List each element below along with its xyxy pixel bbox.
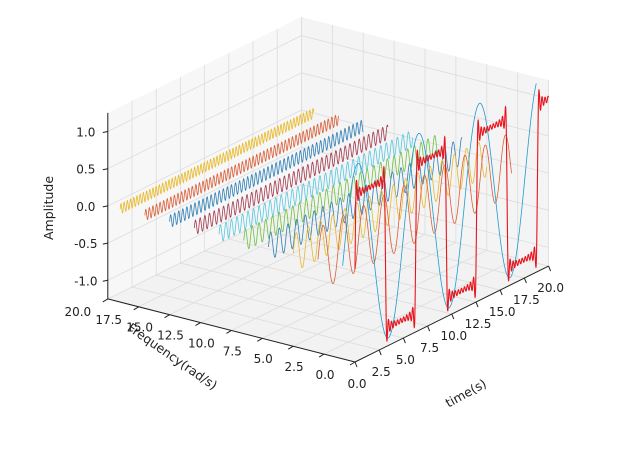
amplitude-tick-mark [102, 168, 108, 171]
harmonic-line-17 [144, 114, 339, 221]
harmonic-line-9 [243, 135, 438, 250]
harmonic-line-3 [317, 134, 512, 285]
frequency-tick-mark [102, 298, 109, 303]
time-tick-label: 5.0 [396, 353, 415, 367]
z-axis-title: Amplitude [41, 176, 56, 240]
amplitude-tick-mark [102, 279, 108, 282]
harmonic-line-11 [218, 131, 414, 242]
tick-labels: 0.02.55.07.510.012.515.017.520.00.02.55.… [64, 126, 564, 392]
time-tick-mark [354, 361, 358, 368]
time-tick-label: 12.5 [465, 317, 492, 331]
back-gridline-amplitude [107, 184, 302, 281]
frequency-tick-mark [133, 306, 139, 311]
frequency-tick-label: 15.0 [126, 321, 153, 335]
floor-gridline-frequency [169, 218, 364, 316]
back-gridline-amplitude [107, 72, 302, 170]
amplitude-tick-label: -1.0 [74, 274, 97, 288]
frequency-tick-label: 20.0 [64, 305, 91, 319]
time-tick-mark [548, 265, 552, 272]
frequency-tick-label: 10.0 [188, 336, 215, 350]
back-gridline-amplitude [107, 109, 302, 207]
frequency-tick-label: 17.5 [95, 313, 122, 327]
frequency-tick-mark [226, 330, 232, 334]
time-tick-label: 2.5 [372, 365, 391, 379]
amplitude-tick-mark [102, 205, 108, 208]
harmonic-line-13 [193, 124, 389, 235]
frequency-tick-label: 2.5 [285, 360, 304, 374]
frequency-tick-mark [349, 361, 356, 366]
frequency-tick-label: 12.5 [157, 329, 184, 343]
amplitude-tick-label: 0.5 [76, 163, 95, 177]
frequency-tick-mark [287, 345, 294, 350]
amplitude-tick-label: 0.0 [76, 200, 95, 214]
time-tick-label: 17.5 [513, 293, 540, 307]
axis-panes [107, 17, 549, 362]
harmonic-line-5 [292, 141, 488, 269]
back-gridline-amplitude [107, 146, 302, 244]
frequency-tick-mark [195, 322, 201, 326]
time-tick-mark [427, 325, 431, 332]
harmonic-line-15 [169, 119, 364, 228]
time-tick-label: 7.5 [420, 341, 439, 355]
floor-gridline-time [277, 214, 525, 279]
square-wave-line [354, 88, 550, 343]
harmonic-line-19 [119, 107, 315, 214]
time-tick-mark [475, 301, 479, 308]
amplitude-tick-label: -0.5 [74, 237, 97, 251]
watermark-text: 百家号 · 同元软控 [546, 455, 634, 469]
x-axis-title: time(s) [443, 376, 489, 411]
floor-gridline-frequency [200, 226, 395, 323]
floor-gridline-frequency [107, 202, 302, 300]
time-tick-label: 15.0 [489, 305, 516, 319]
side-gridline-amplitude [301, 72, 549, 137]
back-gridline-amplitude [107, 35, 302, 132]
time-tick-mark [523, 277, 527, 284]
frequency-tick-mark [164, 314, 170, 319]
floor-gridline-frequency [138, 210, 333, 308]
floor-gridline-time [228, 238, 477, 303]
frequency-tick-label: 0.0 [315, 368, 334, 382]
time-tick-mark [451, 313, 455, 320]
series-group [119, 83, 550, 343]
time-tick-label: 10.0 [440, 329, 467, 343]
frequency-tick-mark [257, 337, 263, 342]
amplitude-tick-mark [102, 131, 108, 133]
frequency-tick-mark [318, 353, 325, 358]
harmonic-line-1 [342, 83, 537, 339]
time-tick-label: 20.0 [537, 281, 564, 295]
time-tick-mark [499, 289, 503, 296]
side-gridline-amplitude [301, 35, 549, 100]
time-tick-mark [402, 337, 406, 344]
amplitude-tick-label: 1.0 [76, 126, 95, 140]
frequency-tick-label: 5.0 [254, 352, 273, 366]
frequency-tick-label: 7.5 [223, 344, 242, 358]
amplitude-tick-mark [102, 242, 108, 245]
time-tick-mark [378, 349, 382, 356]
side-gridline-amplitude [301, 109, 549, 174]
time-tick-label: 0.0 [347, 377, 366, 391]
